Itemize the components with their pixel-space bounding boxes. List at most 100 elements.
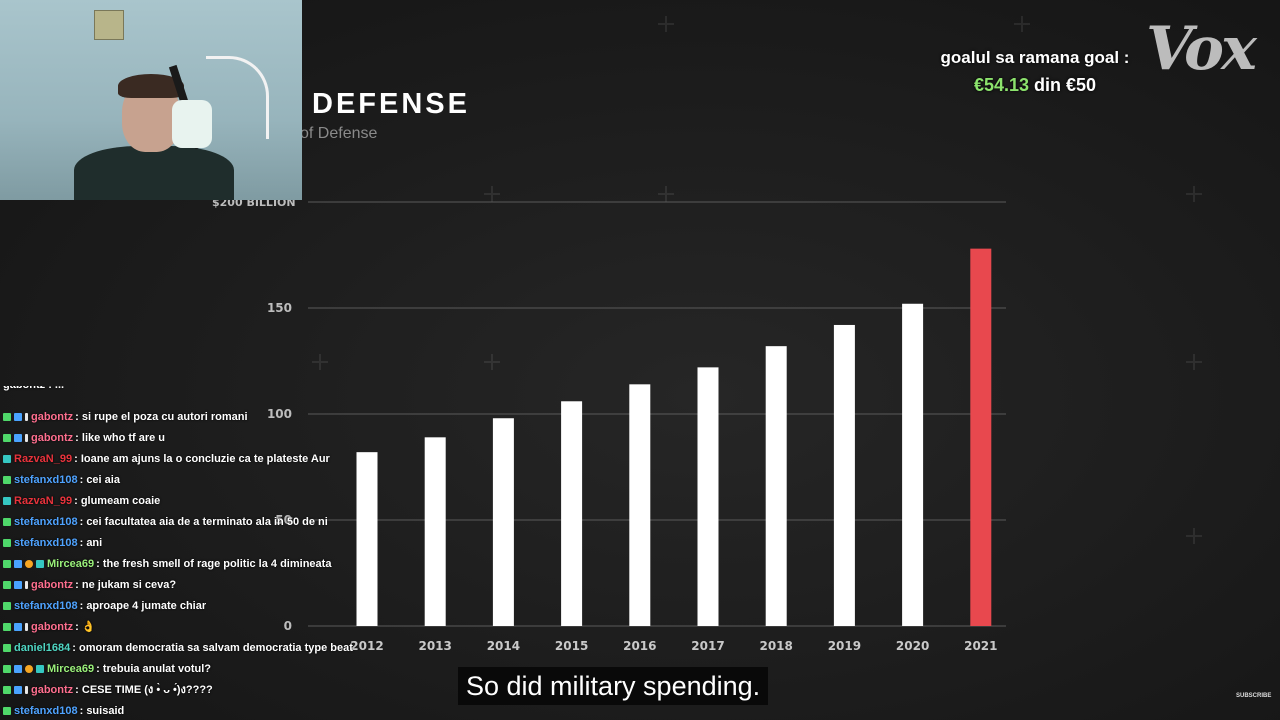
coin-badge-icon [25,560,33,569]
box-badge-icon [14,665,22,674]
chat-message: stefanxd108: suisaid [0,701,360,720]
chat-username[interactable]: stefanxd108 [14,537,78,549]
x-tick-label: 2018 [759,639,792,653]
wall-poster [94,10,124,40]
chart-gridlines [308,201,1006,627]
sub-badge-icon [25,413,28,422]
background-crosshair [1186,528,1202,544]
background-crosshair [1014,16,1030,32]
vox-logo: Vox [1146,14,1257,84]
chat-text: : cei facultatea aia de a terminato ala … [79,516,328,528]
chat-username[interactable]: Mircea69 [47,663,95,675]
x-tick-label: 2019 [828,639,861,653]
chat-text: : ani [79,537,103,549]
chat-username[interactable]: stefanxd108 [14,600,78,612]
chat-message: gabontz: like who tf are u [0,428,360,449]
subscribe-watermark[interactable]: SUBSCRIBE [1236,693,1272,699]
chat-text: : Ioane am ajuns la o concluzie ca te pl… [74,453,330,465]
x-tick-label: 2017 [691,639,724,653]
mic-cable [206,56,269,139]
sub-badge-icon [25,686,28,695]
chat-username[interactable]: gabontz [31,411,74,423]
chat-message: gabontz: si rupe el poza cu autori roman… [0,407,360,428]
chat-text: : the fresh smell of rage politic la 4 d… [96,558,332,570]
x-tick-label: 2020 [896,639,929,653]
x-tick-label: 2016 [623,639,656,653]
mod-badge-icon [3,539,11,548]
chat-text: : si rupe el poza cu autori romani [75,411,248,423]
x-tick-label: 2013 [418,639,451,653]
chat-username[interactable]: RazvaN_99 [14,453,73,465]
bar-2020 [902,303,924,626]
background-crosshair [658,186,674,202]
chat-username[interactable]: gabontz [31,684,74,696]
background-crosshair [658,16,674,32]
chat-message: stefanxd108: aproape 4 jumate chiar [0,596,360,617]
mod-badge-icon [3,581,11,590]
box-badge-icon [14,560,22,569]
mod-badge-icon [3,560,11,569]
bar-2014 [492,418,514,626]
chat-username[interactable]: stefanxd108 [14,516,78,528]
chart-x-tick-labels: 2012 2013 2014 2015 2016 2017 2018 2019 2020 2021 [350,639,997,653]
goal-text: goalul sa ramana goal : [940,48,1130,67]
chat-text: : suisaid [79,705,125,717]
coin-badge-icon [25,665,33,674]
chat-username[interactable]: gabontz [31,621,74,633]
background-crosshair [484,354,500,370]
chat-username[interactable]: Mircea69 [47,558,95,570]
bar-2019 [833,324,855,626]
mod-badge-icon [3,686,11,695]
x-tick-label: 2014 [487,639,520,653]
chat-username[interactable]: stefanxd108 [14,705,78,717]
mod-badge-icon [3,707,11,716]
box-badge-icon [14,581,22,590]
mod-badge-icon [3,434,11,443]
chat-text: : trebuia anulat votul? [96,663,211,675]
chat-overlay: gabontz : ... gabontz: si rupe el poza c… [0,386,360,720]
mod2-badge-icon [36,560,44,569]
video-caption: So did military spending. [458,667,769,705]
chat-partial-text: gabontz : ... [3,386,64,396]
chat-username[interactable]: daniel1684 [14,642,71,654]
y-tick-label: 100 [267,407,292,421]
box-badge-icon [14,623,22,632]
goal-target: €50 [1066,75,1097,95]
chat-message: daniel1684: omoram democratia sa salvam … [0,638,360,659]
chat-text: : like who tf are u [75,432,166,444]
y-tick-label: 50 [275,513,292,527]
microphone-icon [172,100,212,148]
webcam-overlay [0,0,302,200]
chart-title: DEFENSE [312,88,470,120]
mod-badge-icon [3,413,11,422]
chat-text: : glumeam coaie [74,495,161,507]
sub-badge-icon [25,434,28,443]
mod-badge-icon [3,476,11,485]
x-tick-label: 2012 [350,639,383,653]
bar-2016 [629,384,651,626]
chat-message: RazvaN_99: Ioane am ajuns la o concluzie… [0,449,360,470]
chat-text: : cei aia [79,474,120,486]
chat-text: : CESE TIME (ง •̀ ᴗ •́)ง???? [75,684,213,696]
chat-username[interactable]: gabontz [31,432,74,444]
background-crosshair [1186,186,1202,202]
chat-message-partial: gabontz : ... [0,386,360,407]
mod-badge-icon [3,602,11,611]
chat-message: RazvaN_99: glumeam coaie [0,491,360,512]
sub-badge-icon [25,581,28,590]
chat-message: stefanxd108: cei aia [0,470,360,491]
bar-2021 [970,248,992,626]
chat-message: gabontz: ne jukam si ceva? [0,575,360,596]
donation-goal: goalul sa ramana goal : €54.13 din €50 [940,48,1130,96]
chat-username[interactable]: stefanxd108 [14,474,78,486]
bar-2012 [356,452,378,626]
chat-message: gabontz: 👌 [0,617,360,638]
mod2-badge-icon [36,665,44,674]
chat-username[interactable]: RazvaN_99 [14,495,73,507]
mod2-badge-icon [3,455,11,464]
mod-badge-icon [3,518,11,527]
chat-username[interactable]: gabontz [31,579,74,591]
bar-2017 [697,367,719,626]
chart-subtitle: of Defense [300,125,378,142]
